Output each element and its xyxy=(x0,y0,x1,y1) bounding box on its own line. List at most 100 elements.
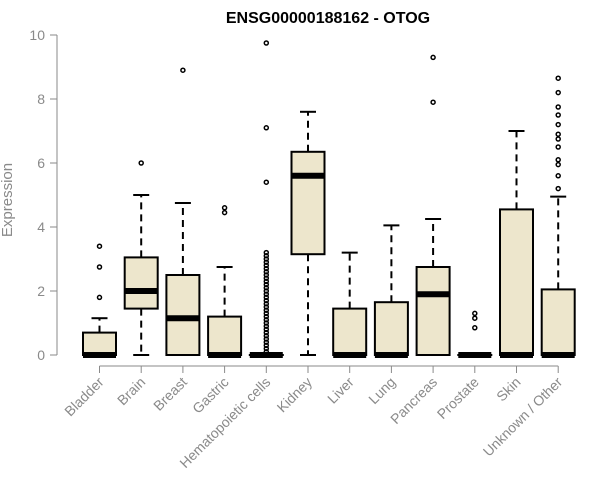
y-tick-label: 8 xyxy=(37,91,45,107)
outlier-point xyxy=(263,269,270,275)
outlier-point xyxy=(263,179,270,185)
outlier-point xyxy=(263,125,270,131)
y-tick-label: 6 xyxy=(37,155,45,171)
outlier-point xyxy=(555,136,561,142)
box-group xyxy=(207,205,243,358)
outlier-point xyxy=(263,320,270,326)
outlier-point xyxy=(472,325,478,331)
outlier-point xyxy=(263,333,270,339)
y-tick-label: 0 xyxy=(37,347,45,363)
box-group xyxy=(290,110,326,356)
outlier-point xyxy=(555,161,561,168)
outlier-point xyxy=(263,310,270,317)
box xyxy=(123,256,159,310)
outlier-point xyxy=(263,262,270,269)
box-group xyxy=(373,224,409,358)
outlier-point xyxy=(263,326,270,333)
x-tick-label: Kidney xyxy=(274,374,316,416)
box xyxy=(82,331,117,357)
outlier-point xyxy=(555,144,561,150)
outlier-point xyxy=(555,121,561,128)
y-axis-label: Expression xyxy=(0,163,16,237)
outlier-point xyxy=(555,185,561,192)
x-tick-label: Bladder xyxy=(61,374,107,420)
y-tick-label: 2 xyxy=(37,283,45,299)
outlier-point xyxy=(555,112,561,118)
outlier-point xyxy=(263,253,270,259)
outlier-point xyxy=(263,265,270,272)
x-tick-label: Unknown / Other xyxy=(480,374,566,460)
outlier-point xyxy=(263,291,270,297)
outlier-point xyxy=(263,323,270,329)
outlier-point xyxy=(263,307,270,313)
chart-title: ENSG00000188162 - OTOG xyxy=(226,10,430,27)
outlier-point xyxy=(96,294,103,301)
outlier-point xyxy=(263,272,270,278)
outlier-point xyxy=(263,294,270,301)
outlier-point xyxy=(555,173,561,179)
x-tick-label: Lung xyxy=(365,374,398,407)
outlier-point xyxy=(472,310,478,317)
outlier-point xyxy=(263,256,270,262)
x-tick-label: Prostate xyxy=(434,374,482,422)
outlier-point xyxy=(96,243,103,249)
outlier-point xyxy=(263,297,270,304)
box-group xyxy=(82,243,117,358)
y-tick-label: 4 xyxy=(37,219,45,235)
box-group xyxy=(123,160,159,356)
outlier-point xyxy=(263,259,270,265)
box xyxy=(207,315,243,357)
outlier-point xyxy=(555,89,561,96)
outlier-point xyxy=(263,301,270,307)
x-tick-label: Breast xyxy=(150,374,190,414)
outlier-point xyxy=(263,249,270,256)
outlier-point xyxy=(263,275,270,281)
outlier-point xyxy=(555,104,561,110)
box-group xyxy=(415,54,451,356)
outlier-point xyxy=(263,317,270,323)
outlier-point xyxy=(263,329,270,336)
x-tick-label: Skin xyxy=(493,374,524,405)
outlier-point xyxy=(221,209,228,216)
box-group xyxy=(248,40,284,358)
box xyxy=(332,307,368,357)
outlier-point xyxy=(263,304,270,310)
outlier-point xyxy=(263,313,270,320)
outlier-point xyxy=(263,345,270,352)
y-tick-label: 10 xyxy=(29,27,45,43)
box xyxy=(540,288,576,356)
y-axis: 0 2 4 6 8 10 xyxy=(29,27,58,363)
box xyxy=(499,208,534,356)
outlier-point xyxy=(263,288,270,294)
outlier-point xyxy=(263,349,270,355)
outlier-point xyxy=(263,278,270,285)
outlier-point xyxy=(263,281,270,288)
outlier-point xyxy=(263,285,270,291)
box xyxy=(290,150,326,256)
box xyxy=(165,274,201,356)
outlier-point xyxy=(263,339,270,345)
box-group xyxy=(165,67,201,356)
box-group xyxy=(499,130,534,358)
outlier-point xyxy=(180,67,186,73)
box xyxy=(415,266,451,356)
x-tick-label: Liver xyxy=(324,374,357,407)
outlier-point xyxy=(263,342,270,349)
outlier-point xyxy=(555,75,561,81)
outlier-point xyxy=(430,54,436,61)
outlier-point xyxy=(221,205,228,211)
outlier-point xyxy=(430,99,436,105)
box xyxy=(373,301,409,357)
outlier-point xyxy=(263,336,270,342)
box-group xyxy=(457,310,493,358)
outlier-point xyxy=(472,315,478,321)
outlier-point xyxy=(96,264,103,270)
outlier-point xyxy=(263,40,270,46)
box-group xyxy=(540,75,576,358)
outlier-point xyxy=(555,131,561,137)
plot-area xyxy=(82,40,576,358)
outlier-point xyxy=(555,157,561,163)
x-tick-label: Brain xyxy=(114,374,148,408)
